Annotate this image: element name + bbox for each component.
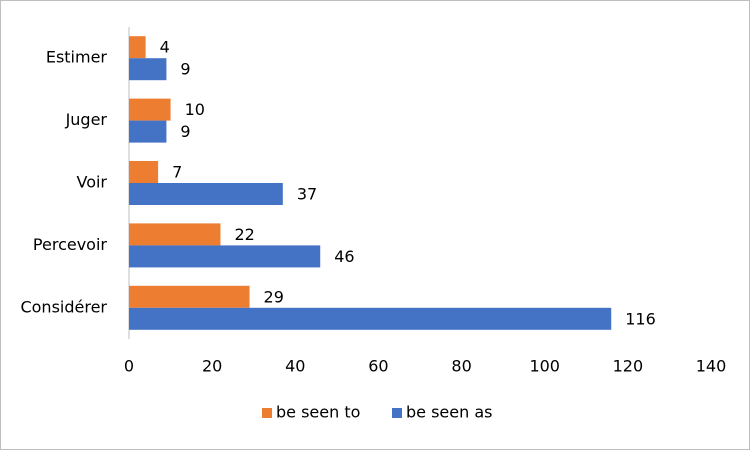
y-tick-label: Estimer [46, 48, 108, 67]
y-tick-label: Percevoir [33, 235, 107, 254]
x-tick-label: 120 [613, 357, 644, 376]
x-tick-label: 80 [451, 357, 471, 376]
y-tick-label: Juger [65, 110, 108, 129]
bar [129, 98, 171, 121]
legend-label: be seen to [276, 403, 360, 422]
x-tick-label: 140 [696, 357, 727, 376]
bar [129, 58, 167, 81]
legend-swatch [392, 408, 402, 418]
bar [129, 120, 167, 143]
bar [129, 245, 321, 268]
bar [129, 36, 146, 59]
value-label: 10 [185, 100, 205, 119]
value-label: 37 [297, 185, 317, 204]
legend-label: be seen as [406, 403, 492, 422]
value-label: 7 [172, 163, 182, 182]
value-label: 116 [625, 309, 656, 328]
value-label: 9 [180, 60, 190, 79]
value-label: 9 [180, 122, 190, 141]
value-label: 29 [264, 287, 284, 306]
x-tick-label: 0 [124, 357, 134, 376]
value-label: 22 [234, 225, 254, 244]
x-tick-label: 40 [285, 357, 305, 376]
x-tick-label: 20 [202, 357, 222, 376]
legend-swatch [262, 408, 272, 418]
bar [129, 285, 250, 308]
y-tick-label: Considérer [20, 297, 107, 316]
y-tick-label: Voir [76, 173, 107, 192]
bar [129, 223, 221, 246]
value-label: 46 [334, 247, 354, 266]
bar [129, 183, 283, 205]
value-label: 4 [160, 38, 170, 57]
x-tick-label: 100 [529, 357, 560, 376]
bar [129, 161, 159, 183]
bar [129, 307, 612, 330]
x-tick-label: 60 [368, 357, 388, 376]
